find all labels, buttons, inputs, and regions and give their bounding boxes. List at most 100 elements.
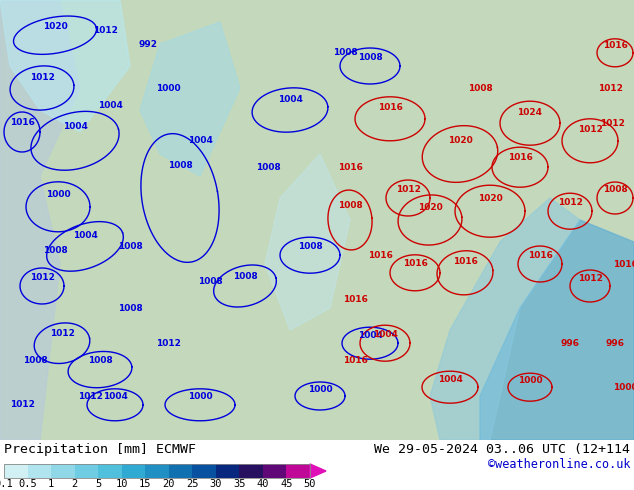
Text: 1020: 1020 <box>42 22 67 31</box>
Text: 992: 992 <box>138 40 157 49</box>
Bar <box>4 464 310 478</box>
Bar <box>75 464 98 478</box>
Text: ©weatheronline.co.uk: ©weatheronline.co.uk <box>488 458 630 471</box>
Bar <box>122 464 145 478</box>
Text: 1000: 1000 <box>156 83 180 93</box>
Text: 1004: 1004 <box>98 101 122 110</box>
Text: 1008: 1008 <box>23 356 48 366</box>
Text: 1012: 1012 <box>30 73 55 81</box>
Text: 1012: 1012 <box>155 339 181 348</box>
Text: 1024: 1024 <box>517 108 543 117</box>
Polygon shape <box>0 0 80 440</box>
Bar <box>27 464 51 478</box>
Text: 1008: 1008 <box>468 83 493 93</box>
Text: 1000: 1000 <box>518 376 542 385</box>
Text: 0.5: 0.5 <box>18 479 37 489</box>
Text: 1012: 1012 <box>578 125 602 134</box>
Text: 15: 15 <box>139 479 152 489</box>
Text: 1004: 1004 <box>358 331 382 340</box>
Bar <box>192 464 216 478</box>
Text: 1016: 1016 <box>403 259 427 269</box>
Polygon shape <box>480 220 634 440</box>
Text: 10: 10 <box>115 479 128 489</box>
Bar <box>263 464 287 478</box>
Text: 1016: 1016 <box>527 250 552 260</box>
Text: 1008: 1008 <box>167 161 192 170</box>
Bar <box>51 464 75 478</box>
Text: 45: 45 <box>280 479 293 489</box>
Bar <box>240 464 263 478</box>
Text: 1016: 1016 <box>378 103 403 112</box>
Bar <box>145 464 169 478</box>
Text: 1016: 1016 <box>612 260 634 269</box>
Text: 1016: 1016 <box>10 118 34 126</box>
Text: 1004: 1004 <box>72 231 98 240</box>
Text: 1004: 1004 <box>63 122 87 131</box>
Text: 30: 30 <box>210 479 222 489</box>
Text: 1008: 1008 <box>358 52 382 62</box>
Text: 1012: 1012 <box>578 273 602 283</box>
Text: 1008: 1008 <box>297 242 322 251</box>
Text: 1004: 1004 <box>278 95 302 103</box>
Text: 1008: 1008 <box>256 163 280 172</box>
Text: 1000: 1000 <box>307 385 332 393</box>
Text: 1016: 1016 <box>368 251 392 260</box>
Bar <box>169 464 192 478</box>
Text: 1016: 1016 <box>602 41 628 50</box>
Polygon shape <box>265 154 350 330</box>
Text: 1008: 1008 <box>118 242 143 251</box>
Text: 1020: 1020 <box>418 203 443 212</box>
Text: 1012: 1012 <box>10 400 34 409</box>
Text: 1016: 1016 <box>342 356 368 366</box>
Text: 1004: 1004 <box>437 375 462 384</box>
Text: 1020: 1020 <box>477 194 502 203</box>
Text: 2: 2 <box>72 479 78 489</box>
Text: 1012: 1012 <box>30 272 55 281</box>
Text: 1004: 1004 <box>373 330 398 339</box>
Text: 5: 5 <box>95 479 101 489</box>
Bar <box>98 464 122 478</box>
Text: 0.1: 0.1 <box>0 479 13 489</box>
Bar <box>287 464 310 478</box>
Text: 1012: 1012 <box>557 197 583 207</box>
Text: 1004: 1004 <box>188 136 212 146</box>
Text: 1004: 1004 <box>103 392 127 401</box>
Text: 1000: 1000 <box>188 392 212 401</box>
Text: 40: 40 <box>257 479 269 489</box>
Text: 1008: 1008 <box>198 277 223 286</box>
Text: 996: 996 <box>560 339 579 348</box>
Text: 1016: 1016 <box>337 163 363 172</box>
Polygon shape <box>430 198 580 440</box>
Text: 1000: 1000 <box>46 190 70 199</box>
Text: 1008: 1008 <box>42 246 67 255</box>
Bar <box>216 464 240 478</box>
Text: 1012: 1012 <box>93 26 117 35</box>
Text: 1012: 1012 <box>598 83 623 93</box>
Text: 1008: 1008 <box>118 303 143 313</box>
Text: 1008: 1008 <box>87 356 112 365</box>
Text: 1012: 1012 <box>396 185 420 194</box>
Polygon shape <box>310 464 326 478</box>
Text: 996: 996 <box>605 339 624 348</box>
Text: 1008: 1008 <box>603 186 628 195</box>
Text: 1020: 1020 <box>448 136 472 145</box>
Text: 1012: 1012 <box>600 119 624 128</box>
Text: 35: 35 <box>233 479 245 489</box>
Text: 25: 25 <box>186 479 198 489</box>
Text: 1008: 1008 <box>333 49 358 57</box>
Text: 1012: 1012 <box>49 329 74 338</box>
Polygon shape <box>0 0 130 132</box>
Bar <box>4 464 27 478</box>
Text: 1016: 1016 <box>508 153 533 162</box>
Text: 1008: 1008 <box>338 200 363 210</box>
Text: We 29-05-2024 03..06 UTC (12+114: We 29-05-2024 03..06 UTC (12+114 <box>374 443 630 456</box>
Text: 1: 1 <box>48 479 54 489</box>
Polygon shape <box>140 22 240 176</box>
Text: 1000: 1000 <box>612 383 634 392</box>
Text: 20: 20 <box>162 479 175 489</box>
Text: 50: 50 <box>304 479 316 489</box>
Text: 1016: 1016 <box>342 294 368 304</box>
Text: 1012: 1012 <box>77 392 103 400</box>
Text: 1016: 1016 <box>453 257 477 266</box>
Text: Precipitation [mm] ECMWF: Precipitation [mm] ECMWF <box>4 443 196 456</box>
